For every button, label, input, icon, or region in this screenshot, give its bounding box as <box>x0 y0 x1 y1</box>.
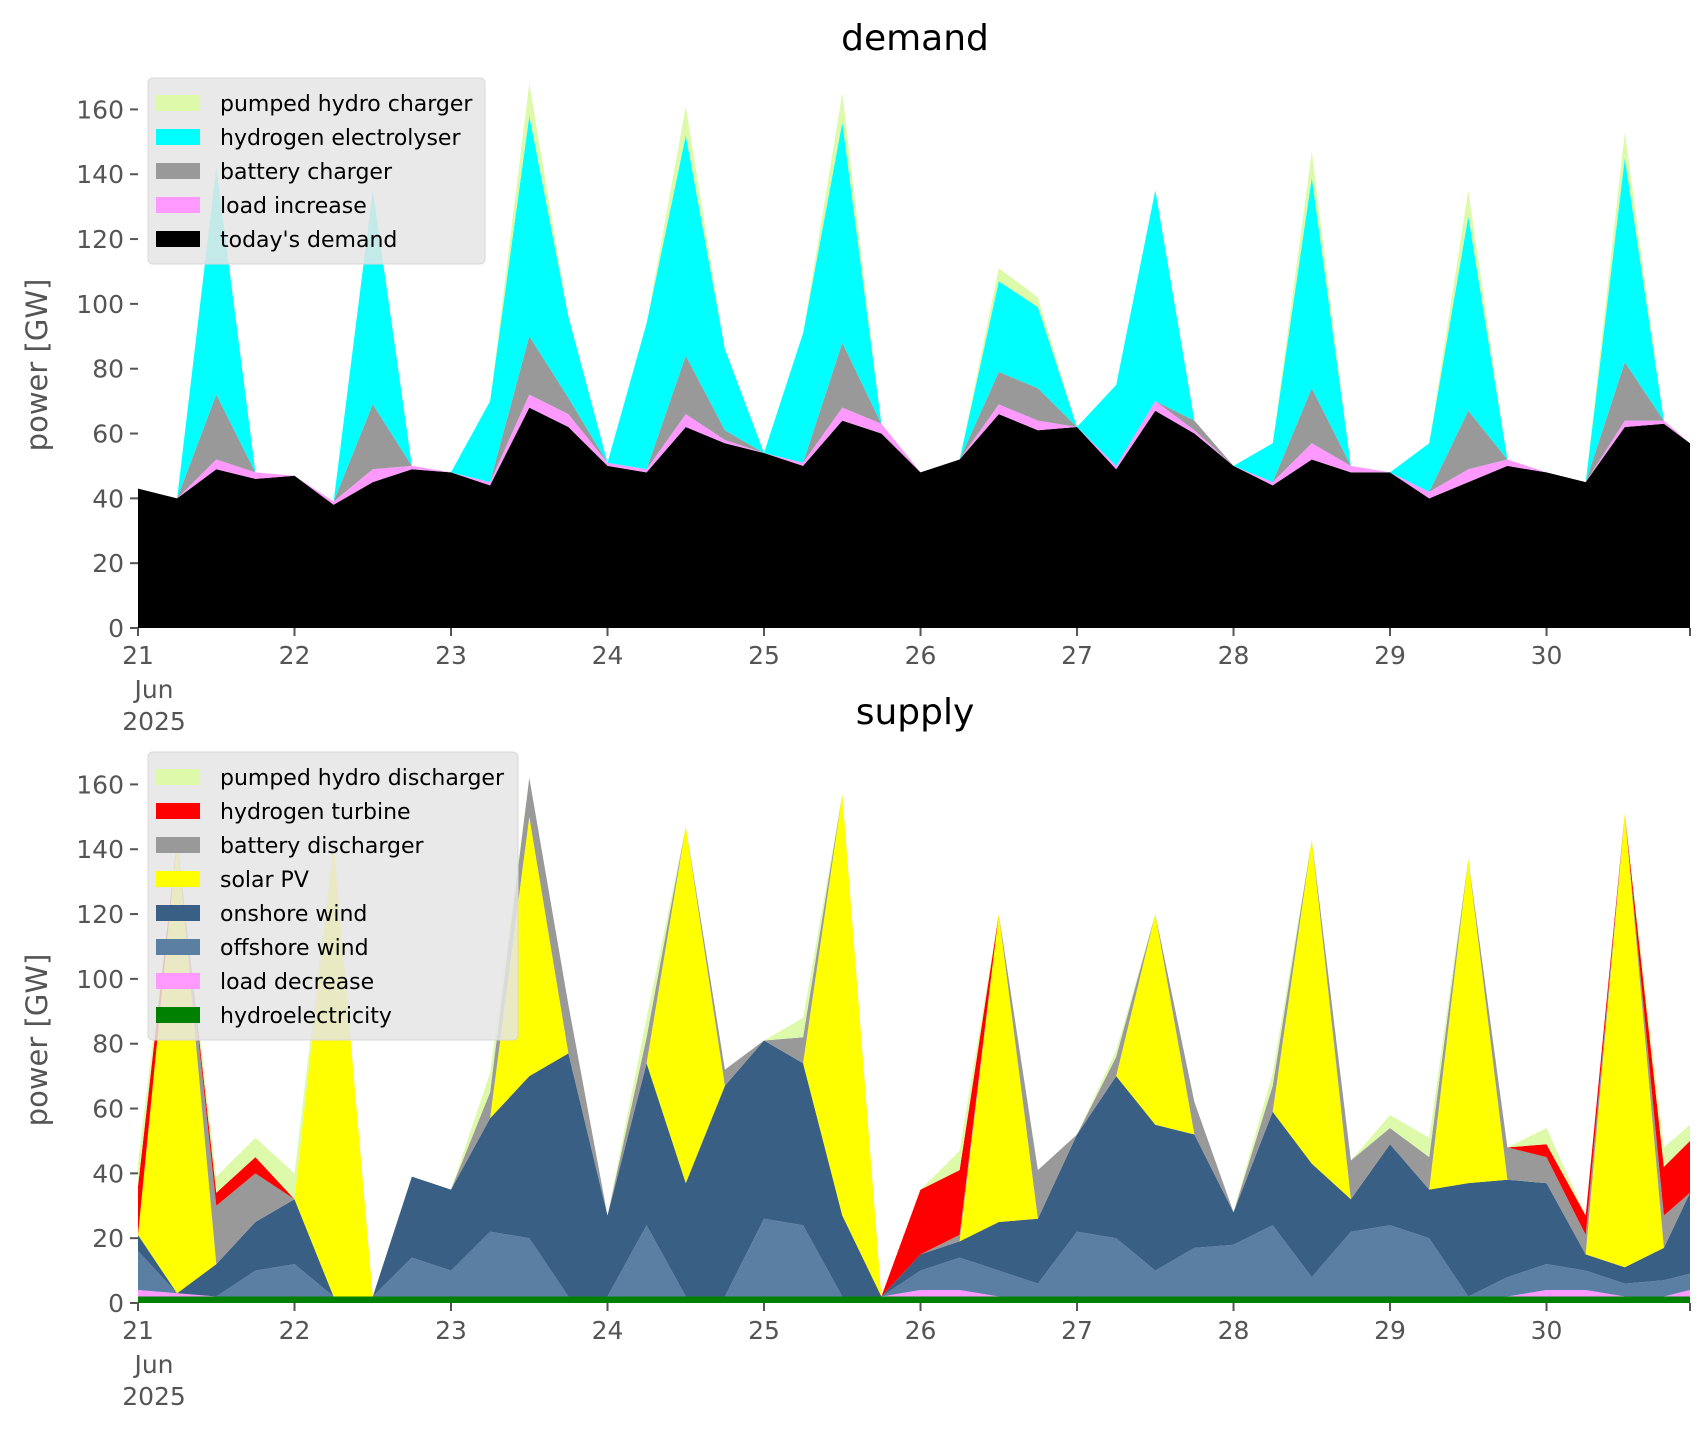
legend-box <box>147 751 519 1041</box>
y-tick-label: 0 <box>108 1289 124 1318</box>
x-tick-label: 30 <box>1531 1316 1563 1345</box>
y-tick-label: 40 <box>92 484 124 513</box>
supply-axes: 0 20 40 60 80 100 120 140 160 21 Jun 2025 22 23 24 25 26… <box>76 770 1691 1411</box>
series-area-hydroelectricity <box>138 1296 1690 1303</box>
x-tick-label: 22 <box>279 1316 311 1345</box>
x-tick-label: 29 <box>1374 1316 1406 1345</box>
x-tick-label: 25 <box>748 1316 780 1345</box>
series-area-hydrogen-electrolyser <box>138 115 1690 502</box>
y-tick-label: 120 <box>76 900 124 929</box>
legend-swatch-onshore-wind <box>156 905 200 921</box>
legend-swatch-solar-pv <box>156 871 200 887</box>
x-tick-label: 26 <box>905 641 937 670</box>
series-area-today-s-demand <box>138 407 1690 628</box>
demand-y-axis-label: power [GW] <box>20 279 54 452</box>
series-area-solar-pv <box>138 794 1690 1297</box>
legend-swatch-today-s-demand <box>156 231 200 247</box>
legend-label-pumped-hydro-charger: pumped hydro charger <box>220 92 473 117</box>
legend-swatch-offshore-wind <box>156 939 200 955</box>
supply-panel: supply power [GW] 0 20 40 60 80 100 120 140 160 2… <box>20 692 1691 1411</box>
x-tick-label: 23 <box>435 1316 467 1345</box>
x-tick-label: 21 <box>122 641 154 670</box>
x-tick-label: 27 <box>1061 641 1093 670</box>
y-tick-label: 80 <box>92 1030 124 1059</box>
x-tick-label: 22 <box>279 641 311 670</box>
legend-swatch-battery-discharger <box>156 837 200 853</box>
y-tick-label: 20 <box>92 1224 124 1253</box>
y-tick-label: 140 <box>76 160 124 189</box>
y-tick-label: 100 <box>76 290 124 319</box>
legend-label-hydrogen-electrolyser: hydrogen electrolyser <box>220 126 461 151</box>
legend-label-battery-charger: battery charger <box>220 160 393 185</box>
x-tick-sublabel: 2025 <box>122 1382 186 1411</box>
legend-label-hydroelectricity: hydroelectricity <box>220 1004 392 1029</box>
y-tick-label: 60 <box>92 420 124 449</box>
legend-swatch-pumped-hydro-discharger <box>156 769 200 785</box>
legend-swatch-battery-charger <box>156 163 200 179</box>
x-tick-label: 28 <box>1218 1316 1250 1345</box>
legend-label-load-decrease: load decrease <box>220 970 374 995</box>
demand-legend: pumped hydro charger hydrogen electrolyse… <box>147 77 486 265</box>
y-tick-label: 160 <box>76 95 124 124</box>
legend-label-today-s-demand: today's demand <box>220 228 397 253</box>
x-tick-label: 27 <box>1061 1316 1093 1345</box>
y-tick-label: 60 <box>92 1095 124 1124</box>
y-tick-label: 0 <box>108 614 124 643</box>
legend-swatch-load-decrease <box>156 973 200 989</box>
supply-y-axis-label: power [GW] <box>20 954 54 1127</box>
legend-swatch-hydroelectricity <box>156 1007 200 1023</box>
x-tick-label: 25 <box>748 641 780 670</box>
series-area-offshore-wind <box>138 1218 1690 1297</box>
legend-label-onshore-wind: onshore wind <box>220 902 367 927</box>
legend-box <box>147 77 486 265</box>
demand-axes: 0 20 40 60 80 100 120 140 160 21 Jun 2025 22 23 24 25 26… <box>76 95 1691 736</box>
legend-label-battery-discharger: battery discharger <box>220 834 425 859</box>
supply-stack-areas <box>138 777 1690 1303</box>
legend-label-load-increase: load increase <box>220 194 367 219</box>
y-tick-label: 140 <box>76 835 124 864</box>
x-tick-label: 21 <box>122 1316 154 1345</box>
legend-swatch-pumped-hydro-charger <box>156 95 200 111</box>
x-tick-label: 29 <box>1374 641 1406 670</box>
x-tick-label: 30 <box>1531 641 1563 670</box>
y-tick-label: 40 <box>92 1159 124 1188</box>
x-tick-label: 24 <box>592 641 624 670</box>
supply-title: supply <box>856 692 975 733</box>
y-tick-label: 120 <box>76 225 124 254</box>
x-tick-label: 23 <box>435 641 467 670</box>
series-area-battery-charger <box>138 336 1690 502</box>
y-tick-label: 160 <box>76 770 124 799</box>
supply-legend: pumped hydro discharger hydrogen turbine b… <box>147 751 519 1041</box>
x-tick-sublabel: 2025 <box>122 707 186 736</box>
y-tick-label: 80 <box>92 355 124 384</box>
legend-label-hydrogen-turbine: hydrogen turbine <box>220 800 411 825</box>
legend-swatch-hydrogen-electrolyser <box>156 129 200 145</box>
demand-stack-areas <box>138 83 1690 628</box>
demand-panel: demand power [GW] 0 20 40 60 80 100 120 140 160 2… <box>20 18 1691 736</box>
legend-label-solar-pv: solar PV <box>220 868 309 893</box>
x-tick-sublabel: Jun <box>132 1350 173 1379</box>
x-tick-label: 24 <box>592 1316 624 1345</box>
legend-swatch-load-increase <box>156 197 200 213</box>
demand-title: demand <box>841 18 989 59</box>
x-tick-label: 26 <box>905 1316 937 1345</box>
x-tick-sublabel: Jun <box>132 675 173 704</box>
x-tick-label: 28 <box>1218 641 1250 670</box>
legend-label-pumped-hydro-discharger: pumped hydro discharger <box>220 766 505 791</box>
series-area-load-decrease <box>138 1290 1690 1297</box>
y-tick-label: 100 <box>76 965 124 994</box>
y-tick-label: 20 <box>92 549 124 578</box>
legend-label-offshore-wind: offshore wind <box>220 936 369 961</box>
legend-swatch-hydrogen-turbine <box>156 803 200 819</box>
series-area-onshore-wind <box>138 1040 1690 1297</box>
series-area-battery-discharger <box>138 777 1690 1297</box>
